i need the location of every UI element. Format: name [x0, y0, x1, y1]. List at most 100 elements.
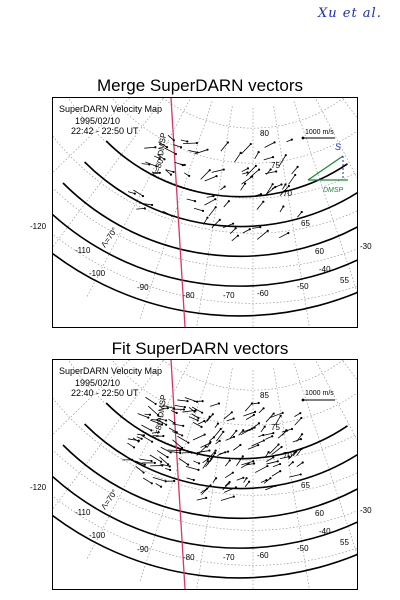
- velocity-vector: [152, 431, 159, 434]
- velocity-vector: [159, 463, 170, 467]
- velocity-vector: [297, 211, 303, 218]
- velocity-vector: [202, 458, 209, 464]
- velocity-vector: [224, 481, 230, 487]
- velocity-vector: [188, 416, 198, 421]
- velocity-vector: [279, 206, 284, 213]
- magnetic-latitude-contour: [84, 423, 357, 490]
- velocity-vector: [286, 139, 292, 143]
- author-signature: Xu et al.: [318, 6, 382, 21]
- velocity-vector: [265, 186, 276, 196]
- vector-origin: [186, 140, 189, 143]
- velocity-vector: [209, 403, 220, 407]
- longitude-label: -90: [137, 283, 149, 292]
- velocity-vector: [196, 497, 207, 501]
- velocity-vector: [291, 166, 298, 175]
- velocity-vector: [172, 439, 183, 449]
- scale-label: 1000 m/s: [305, 390, 334, 397]
- latitude-label: 70: [283, 189, 292, 198]
- velocity-vector: [242, 172, 248, 175]
- velocity-vector: [245, 463, 255, 466]
- velocity-vector: [241, 143, 252, 155]
- velocity-vector: [207, 450, 216, 461]
- velocity-vector: [171, 451, 181, 454]
- velocity-vector: [167, 449, 181, 452]
- vector-origin: [142, 434, 146, 437]
- longitude-label: -40: [319, 265, 331, 274]
- latitude-label: 55: [340, 276, 349, 285]
- velocity-vector: [258, 434, 264, 438]
- velocity-vector: [193, 207, 204, 212]
- latitude-circle: [53, 234, 357, 304]
- velocity-vector: [186, 477, 194, 481]
- velocity-vector: [279, 185, 290, 196]
- velocity-vector: [219, 451, 229, 455]
- velocity-vector: [256, 230, 269, 240]
- magnetic-latitude-contour: [53, 213, 357, 287]
- velocity-vector: [214, 423, 219, 429]
- velocity-vector: [208, 207, 216, 217]
- velocity-vector: [141, 435, 153, 443]
- velocity-vector: [165, 169, 172, 175]
- velocity-vector: [162, 404, 175, 409]
- velocity-vector: [249, 422, 260, 432]
- panel-1-map: DMSPΛ=80°Λ=70°807570656055-110-100-90-80…: [52, 97, 358, 328]
- velocity-vector: [170, 410, 177, 414]
- vector-origin: [190, 451, 193, 454]
- velocity-vector: [256, 201, 264, 210]
- velocity-vector: [234, 152, 242, 163]
- velocity-vector: [191, 413, 199, 419]
- latitude-label: 55: [340, 538, 349, 547]
- velocity-vector: [179, 163, 185, 166]
- vector-origin: [143, 207, 146, 210]
- velocity-vector: [258, 408, 264, 414]
- velocity-vector: [180, 139, 188, 142]
- velocity-vector: [264, 171, 277, 175]
- velocity-vector: [136, 436, 142, 440]
- velocity-vector: [147, 405, 159, 416]
- scale-dot: [301, 136, 305, 140]
- velocity-vector: [165, 467, 171, 471]
- velocity-vector: [197, 420, 205, 425]
- velocity-vector: [241, 168, 249, 173]
- longitude-label: -80: [183, 553, 195, 562]
- latitude-label: 65: [301, 219, 310, 228]
- velocity-vector: [278, 154, 287, 167]
- longitude-label: -70: [223, 291, 235, 300]
- velocity-vector: [254, 151, 259, 159]
- velocity-vector: [165, 169, 174, 173]
- velocity-vector: [240, 463, 249, 469]
- velocity-vector: [230, 227, 236, 234]
- velocity-vector: [127, 191, 135, 195]
- velocity-vector: [260, 479, 267, 483]
- velocity-vector: [174, 404, 185, 408]
- velocity-vector: [252, 226, 261, 229]
- velocity-vector: [141, 163, 150, 165]
- velocity-vector: [294, 412, 301, 417]
- velocity-vector: [192, 421, 202, 428]
- vector-origin: [158, 171, 161, 174]
- velocity-map-1: DMSPΛ=80°Λ=70°807570656055-110-100-90-80…: [53, 98, 357, 327]
- velocity-vector: [191, 406, 203, 414]
- map-date: 1995/02/10: [75, 116, 121, 126]
- velocity-vector: [265, 435, 273, 440]
- velocity-vector: [178, 457, 189, 465]
- velocity-vector: [150, 419, 163, 425]
- latitude-label: 75: [271, 161, 280, 170]
- velocity-vector: [182, 409, 196, 413]
- panel-2-title: Fit SuperDARN vectors: [111, 339, 289, 358]
- latitude-circle: [68, 98, 357, 199]
- velocity-vector: [211, 219, 221, 228]
- longitude-label: -90: [137, 545, 149, 554]
- vector-origin: [179, 451, 182, 455]
- velocity-vector: [269, 444, 279, 455]
- latitude-label: 75: [271, 423, 280, 432]
- longitude-label: -50: [297, 544, 309, 553]
- velocity-vector: [177, 399, 188, 402]
- map-title: SuperDARN Velocity Map: [59, 366, 163, 376]
- meridian: [139, 363, 213, 582]
- velocity-vector: [243, 477, 247, 483]
- velocity-vector: [174, 161, 184, 166]
- velocity-vector: [168, 427, 177, 433]
- velocity-vector: [236, 456, 244, 467]
- panel-1-title: Merge SuperDARN vectors: [97, 76, 303, 95]
